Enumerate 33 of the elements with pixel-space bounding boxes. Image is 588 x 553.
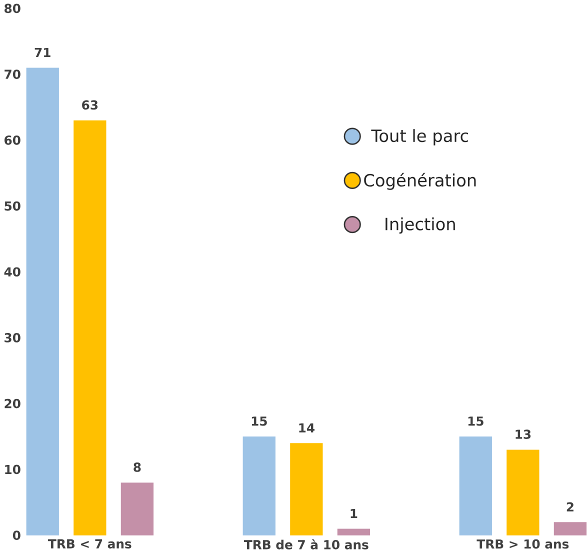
legend-label: Tout le parc — [371, 129, 468, 146]
bar — [120, 482, 154, 536]
data-label: 2 — [566, 502, 574, 512]
legend-label: Injection — [386, 217, 455, 234]
y-tick-label: 50 — [4, 201, 20, 211]
x-tick-label: TRB < 7 ans — [48, 539, 132, 548]
x-tick-label: TRB de 7 à 10 ans — [244, 539, 368, 550]
legend-label: Cogénération — [364, 172, 476, 190]
bar — [26, 68, 59, 536]
bar — [506, 450, 540, 536]
bar — [74, 120, 106, 536]
data-label: 14 — [299, 423, 314, 432]
y-tick-label: 40 — [4, 267, 20, 276]
data-label: 13 — [516, 430, 531, 439]
data-label: 63 — [82, 100, 98, 110]
y-tick-label: 80 — [4, 4, 20, 14]
y-tick-label: 30 — [4, 332, 20, 342]
y-tick-label: 20 — [4, 398, 20, 408]
y-tick-label: 10 — [5, 464, 20, 474]
data-label: 15 — [252, 416, 267, 426]
data-label: 1 — [350, 508, 358, 518]
y-tick-label: 70 — [4, 70, 20, 79]
data-label: 8 — [134, 462, 141, 472]
bar — [459, 436, 492, 536]
bar — [337, 528, 370, 536]
data-label: 71 — [34, 48, 50, 57]
x-tick-label: TRB > 10 ans — [476, 539, 569, 549]
bar — [290, 443, 323, 536]
bar — [554, 522, 587, 536]
data-label: 15 — [468, 416, 484, 426]
y-tick-label: 60 — [4, 135, 20, 145]
bar — [242, 436, 276, 536]
y-tick-label: 0 — [12, 530, 20, 540]
